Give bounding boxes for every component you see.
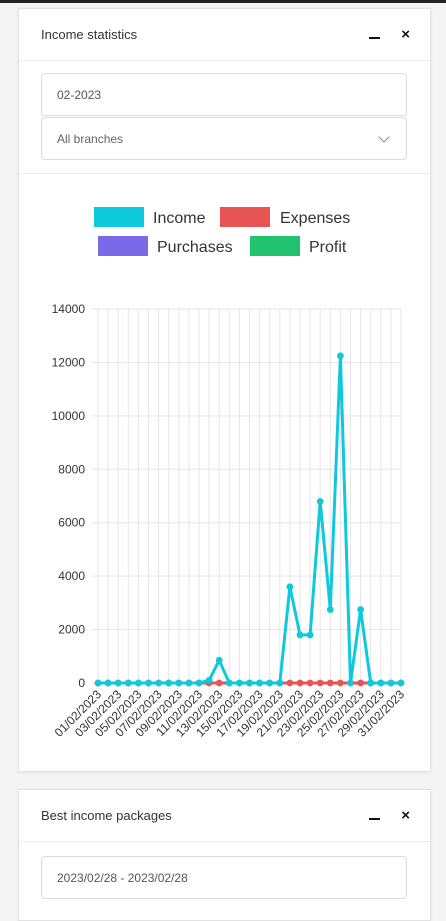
data-point-income[interactable] [175,679,183,687]
legend-label-profit[interactable]: Profit [309,239,347,256]
legend-swatch-profit[interactable] [250,236,300,256]
date-range-input[interactable]: 2023/02/28 - 2023/02/28 [41,856,407,899]
legend-label-purchases[interactable]: Purchases [157,239,233,256]
data-point-income[interactable] [256,679,263,687]
data-point-income[interactable] [316,497,324,505]
data-point-income[interactable] [145,679,152,687]
data-point-expenses[interactable] [306,679,314,687]
data-point-income[interactable] [205,676,213,684]
y-tick-label: 2000 [58,623,85,637]
data-point-income[interactable] [286,583,294,591]
y-tick-label: 14000 [52,302,86,316]
data-point-expenses[interactable] [326,679,334,687]
y-tick-label: 0 [78,676,85,690]
close-icon[interactable]: × [401,26,410,43]
card-header: Income statistics × [19,9,430,61]
data-point-income[interactable] [165,679,173,687]
data-point-income[interactable] [124,679,132,687]
chart-legend: Income Expenses Purchases Profit [94,207,350,256]
minimize-icon[interactable] [369,808,381,823]
card-title: Best income packages [41,808,172,823]
income-statistics-card: Income statistics × 02-2023 All branches… [18,8,431,772]
data-point-income[interactable] [266,679,274,687]
month-input[interactable]: 02-2023 [41,73,407,116]
data-point-income[interactable] [225,679,233,687]
data-point-income[interactable] [246,679,253,687]
data-point-income[interactable] [155,679,163,687]
chart-series [94,352,405,687]
y-tick-label: 12000 [52,355,86,369]
income-line-chart: Income Expenses Purchases Profit 0 2000 4000 6… [52,207,408,740]
data-point-income[interactable] [296,631,304,639]
data-point-income[interactable] [367,679,375,687]
data-point-expenses[interactable] [357,679,364,687]
card-header: Best income packages × [19,790,430,842]
data-point-expenses[interactable] [215,679,223,687]
data-point-income[interactable] [94,679,102,687]
branch-select-value: All branches [57,131,124,146]
y-tick-label: 10000 [52,409,86,423]
legend-label-expenses[interactable]: Expenses [280,210,350,227]
y-tick-label: 6000 [58,516,85,530]
data-point-income[interactable] [397,679,405,687]
data-point-income[interactable] [135,679,142,687]
top-status-bar [0,0,446,3]
legend-swatch-expenses[interactable] [220,207,270,227]
data-point-expenses[interactable] [316,679,324,687]
chevron-down-icon [378,130,390,143]
data-point-income[interactable] [326,606,334,613]
data-point-income[interactable] [377,679,385,687]
data-point-income[interactable] [276,679,284,687]
data-point-income[interactable] [236,679,243,687]
card-tools: × [369,808,410,823]
legend-label-income[interactable]: Income [153,210,206,227]
data-point-income[interactable] [195,679,203,687]
branch-select[interactable]: All branches [41,117,407,160]
data-point-income[interactable] [337,352,344,360]
data-point-expenses[interactable] [337,679,344,687]
data-point-income[interactable] [387,679,395,687]
y-tick-label: 4000 [58,569,85,583]
minimize-icon[interactable] [369,27,381,42]
card-title: Income statistics [41,27,138,42]
data-point-expenses[interactable] [286,679,294,687]
data-point-income[interactable] [357,606,364,613]
card-tools: × [369,27,410,42]
data-point-income[interactable] [104,679,112,687]
data-point-income[interactable] [114,679,122,687]
legend-swatch-income[interactable] [94,207,144,227]
y-tick-label: 8000 [58,462,85,476]
filter-form: 02-2023 All branches [19,61,430,174]
chart-grid [92,308,402,689]
legend-swatch-purchases[interactable] [98,236,148,256]
y-axis: 0 2000 4000 6000 8000 10000 12000 14000 [52,302,86,690]
data-point-income[interactable] [306,631,314,639]
close-icon[interactable]: × [401,807,410,824]
data-point-income[interactable] [185,679,193,687]
x-axis: 01/02/202303/02/202305/02/202307/02/2023… [52,687,408,740]
data-point-income[interactable] [215,656,223,664]
data-point-expenses[interactable] [296,679,304,687]
data-point-income[interactable] [347,679,354,687]
best-income-packages-card: Best income packages × 2023/02/28 - 2023… [18,789,431,921]
